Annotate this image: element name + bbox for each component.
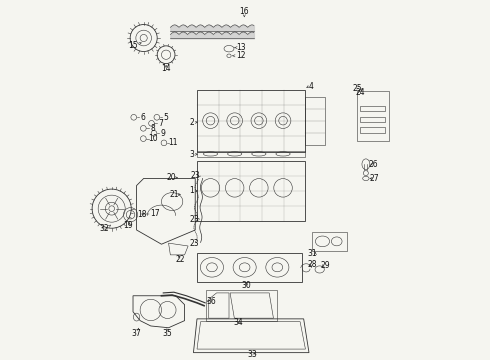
Text: 36: 36 bbox=[206, 297, 216, 306]
Text: 17: 17 bbox=[150, 210, 160, 219]
Text: 26: 26 bbox=[369, 160, 378, 169]
Bar bbox=[360, 127, 386, 133]
Bar bbox=[197, 161, 305, 221]
Text: 37: 37 bbox=[132, 329, 142, 338]
Text: 8: 8 bbox=[150, 124, 155, 133]
Bar bbox=[197, 151, 305, 157]
Text: 16: 16 bbox=[240, 7, 249, 16]
Text: 2: 2 bbox=[189, 118, 194, 127]
Text: 22: 22 bbox=[175, 255, 185, 264]
Text: 3: 3 bbox=[189, 150, 194, 159]
Text: 10: 10 bbox=[148, 134, 157, 143]
Bar bbox=[357, 91, 389, 141]
Text: 23: 23 bbox=[190, 239, 199, 248]
Text: 21: 21 bbox=[170, 190, 179, 199]
Text: 24: 24 bbox=[356, 88, 366, 97]
Bar bbox=[305, 97, 325, 145]
Text: 29: 29 bbox=[320, 261, 330, 270]
Bar bbox=[197, 253, 302, 282]
Bar bbox=[360, 105, 386, 111]
Text: 18: 18 bbox=[137, 210, 147, 219]
Bar bbox=[206, 291, 277, 321]
Text: 31: 31 bbox=[307, 249, 317, 258]
Text: 1: 1 bbox=[189, 186, 194, 195]
Text: 25: 25 bbox=[352, 84, 362, 93]
Text: 35: 35 bbox=[162, 329, 172, 338]
Text: 30: 30 bbox=[242, 281, 252, 290]
Text: 34: 34 bbox=[233, 318, 243, 327]
Text: 14: 14 bbox=[161, 64, 171, 73]
Text: 19: 19 bbox=[123, 221, 132, 230]
Text: 12: 12 bbox=[237, 51, 246, 60]
Text: 6: 6 bbox=[141, 113, 146, 122]
Text: 28: 28 bbox=[307, 260, 317, 269]
Text: 9: 9 bbox=[161, 129, 166, 138]
Bar bbox=[360, 117, 386, 122]
Text: 23: 23 bbox=[190, 215, 199, 224]
Bar bbox=[197, 90, 305, 152]
Text: 13: 13 bbox=[237, 43, 246, 52]
Bar bbox=[312, 232, 347, 251]
Text: 23: 23 bbox=[191, 171, 200, 180]
Text: 27: 27 bbox=[369, 174, 379, 183]
Text: 4: 4 bbox=[308, 81, 313, 90]
Text: 32: 32 bbox=[100, 224, 109, 233]
Text: 5: 5 bbox=[164, 113, 169, 122]
Text: 20: 20 bbox=[166, 173, 176, 182]
Text: 15: 15 bbox=[128, 41, 138, 50]
Text: 33: 33 bbox=[247, 350, 257, 359]
Text: 11: 11 bbox=[169, 138, 178, 147]
Text: 7: 7 bbox=[158, 119, 163, 128]
